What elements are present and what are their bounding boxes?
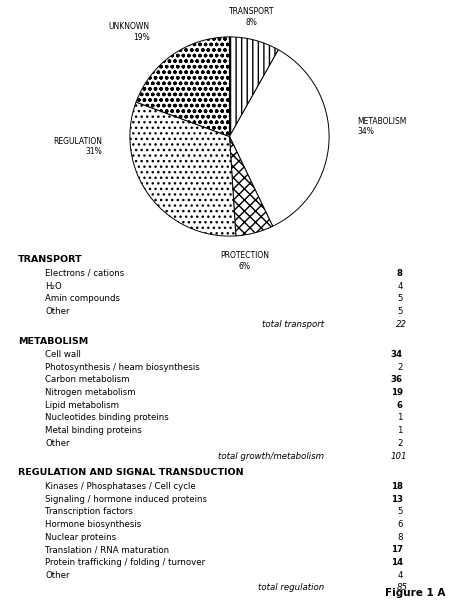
Text: 18: 18 — [391, 482, 403, 491]
Text: 6: 6 — [397, 520, 403, 529]
Text: UNKNOWN
19%: UNKNOWN 19% — [109, 22, 150, 41]
Text: 5: 5 — [397, 307, 403, 316]
Text: REGULATION
31%: REGULATION 31% — [53, 137, 102, 156]
Wedge shape — [136, 37, 230, 136]
Text: 2: 2 — [397, 362, 403, 371]
Text: 1: 1 — [397, 413, 403, 422]
Text: 4: 4 — [397, 281, 403, 290]
Text: Kinases / Phosphatases / Cell cycle: Kinases / Phosphatases / Cell cycle — [45, 482, 196, 491]
Text: 22: 22 — [396, 320, 407, 329]
Text: 85: 85 — [396, 583, 407, 592]
Text: METABOLISM
34%: METABOLISM 34% — [357, 117, 406, 136]
Text: 17: 17 — [391, 545, 403, 554]
Text: 36: 36 — [391, 376, 403, 385]
Text: 1: 1 — [397, 426, 403, 435]
Text: 4: 4 — [397, 571, 403, 580]
Text: Metal binding proteins: Metal binding proteins — [45, 426, 142, 435]
Text: Electrons / cations: Electrons / cations — [45, 269, 124, 278]
Text: 8: 8 — [397, 533, 403, 542]
Text: Amin compounds: Amin compounds — [45, 294, 120, 303]
Text: REGULATION AND SIGNAL TRANSDUCTION: REGULATION AND SIGNAL TRANSDUCTION — [18, 469, 243, 478]
Text: Lipid metabolism: Lipid metabolism — [45, 401, 119, 410]
Text: Hormone biosynthesis: Hormone biosynthesis — [45, 520, 141, 529]
Wedge shape — [130, 102, 236, 236]
Text: Figure 1 A: Figure 1 A — [385, 588, 446, 598]
Text: PROTECTION
6%: PROTECTION 6% — [220, 251, 269, 271]
Text: Protein trafficking / folding / turnover: Protein trafficking / folding / turnover — [45, 558, 205, 567]
Text: METABOLISM: METABOLISM — [18, 337, 88, 346]
Text: Signaling / hormone induced proteins: Signaling / hormone induced proteins — [45, 494, 207, 503]
Text: Transcription factors: Transcription factors — [45, 507, 133, 516]
Wedge shape — [230, 136, 273, 236]
Wedge shape — [230, 37, 279, 136]
Text: 34: 34 — [391, 350, 403, 359]
Text: 6: 6 — [397, 401, 403, 410]
Text: 5: 5 — [397, 507, 403, 516]
Text: Other: Other — [45, 571, 69, 580]
Text: 13: 13 — [391, 494, 403, 503]
Text: Carbon metabolism: Carbon metabolism — [45, 376, 130, 385]
Text: Cell wall: Cell wall — [45, 350, 81, 359]
Text: 5: 5 — [397, 294, 403, 303]
Text: total growth/metabolism: total growth/metabolism — [218, 452, 324, 461]
Text: 8: 8 — [397, 269, 403, 278]
Text: Nucleotides binding proteins: Nucleotides binding proteins — [45, 413, 169, 422]
Text: H₂O: H₂O — [45, 281, 62, 290]
Text: total regulation: total regulation — [258, 583, 324, 592]
Text: Other: Other — [45, 307, 69, 316]
Wedge shape — [230, 50, 329, 226]
Text: 2: 2 — [397, 439, 403, 448]
Text: Translation / RNA maturation: Translation / RNA maturation — [45, 545, 169, 554]
Text: Nitrogen metabolism: Nitrogen metabolism — [45, 388, 135, 397]
Text: TRANSPORT
8%: TRANSPORT 8% — [229, 7, 274, 26]
Text: Nuclear proteins: Nuclear proteins — [45, 533, 116, 542]
Text: 19: 19 — [391, 388, 403, 397]
Text: 14: 14 — [391, 558, 403, 567]
Text: total transport: total transport — [262, 320, 324, 329]
Text: Photosynthesis / heam biosynthesis: Photosynthesis / heam biosynthesis — [45, 362, 200, 371]
Text: TRANSPORT: TRANSPORT — [18, 256, 83, 265]
Text: Other: Other — [45, 439, 69, 448]
Text: 101: 101 — [391, 452, 407, 461]
